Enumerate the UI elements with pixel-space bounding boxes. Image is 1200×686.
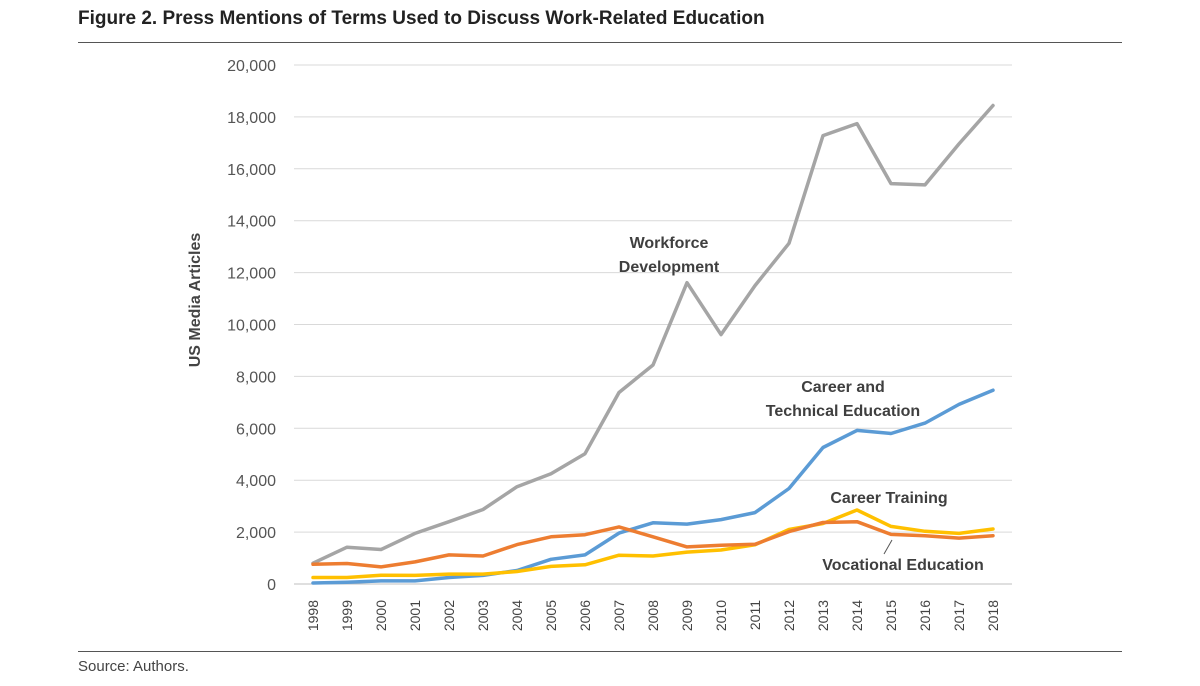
x-tick-label: 2000 [373, 600, 389, 631]
x-axis-ticks: 1998 1999 2000 2001 2002 2003 2004 2005 2006 2007… [305, 600, 1001, 631]
y-tick-label: 16,000 [227, 162, 276, 179]
x-tick-label: 2008 [645, 600, 661, 631]
career-and-technical-education-label: Career and Technical Education [766, 379, 920, 420]
figure-title: Figure 2. Press Mentions of Terms Used t… [78, 8, 765, 29]
title-rule [78, 42, 1122, 43]
x-tick-label: 2003 [475, 600, 491, 631]
x-tick-label: 2005 [543, 600, 559, 631]
career-training-label: Career Training [830, 490, 947, 507]
series-lines [311, 103, 995, 585]
y-tick-label: 12,000 [227, 266, 276, 283]
x-tick-label: 2012 [781, 600, 797, 631]
x-tick-label: 2007 [611, 600, 627, 631]
x-tick-label: 2010 [713, 600, 729, 631]
y-axis-label: US Media Articles [187, 233, 204, 368]
y-tick-label: 20,000 [227, 58, 276, 75]
x-tick-label: 2013 [815, 600, 831, 631]
y-tick-label: 10,000 [227, 318, 276, 335]
y-tick-label: 6,000 [236, 421, 276, 438]
workforce-development-label: Workforce Development [619, 235, 720, 276]
source-rule [78, 651, 1122, 652]
x-tick-label: 2017 [951, 600, 967, 631]
y-tick-label: 4,000 [236, 473, 276, 490]
y-tick-label: 0 [267, 577, 276, 594]
x-tick-label: 2002 [441, 600, 457, 631]
x-tick-label: 2015 [883, 600, 899, 631]
x-tick-label: 2009 [679, 600, 695, 631]
vocational-education-label: Vocational Education [822, 557, 984, 574]
source-note: Source: Authors. [78, 658, 189, 675]
vocational-education-line [311, 519, 995, 569]
x-tick-label: 2001 [407, 600, 423, 631]
vocational-education-leader-line [883, 539, 893, 555]
x-tick-label: 2011 [747, 600, 763, 630]
gridlines [294, 64, 1012, 585]
x-tick-label: 2018 [985, 600, 1001, 631]
y-tick-label: 14,000 [227, 214, 276, 231]
x-tick-label: 1998 [305, 600, 321, 631]
x-tick-label: 2006 [577, 600, 593, 631]
x-tick-label: 2016 [917, 600, 933, 631]
x-tick-label: 2014 [849, 600, 865, 631]
y-tick-label: 2,000 [236, 525, 276, 542]
y-tick-label: 8,000 [236, 369, 276, 386]
x-tick-label: 2004 [509, 600, 525, 631]
career-and-technical-education-line [311, 388, 995, 585]
workforce-development-line [311, 103, 995, 565]
series-labels: Workforce Development Career and Technical … [619, 235, 984, 574]
y-axis-ticks: 0 2,000 4,000 6,000 8,000 10,000 12,000 14,000 1… [227, 58, 276, 594]
x-tick-label: 1999 [339, 600, 355, 631]
y-tick-label: 18,000 [227, 110, 276, 127]
career-training-line [311, 508, 995, 580]
